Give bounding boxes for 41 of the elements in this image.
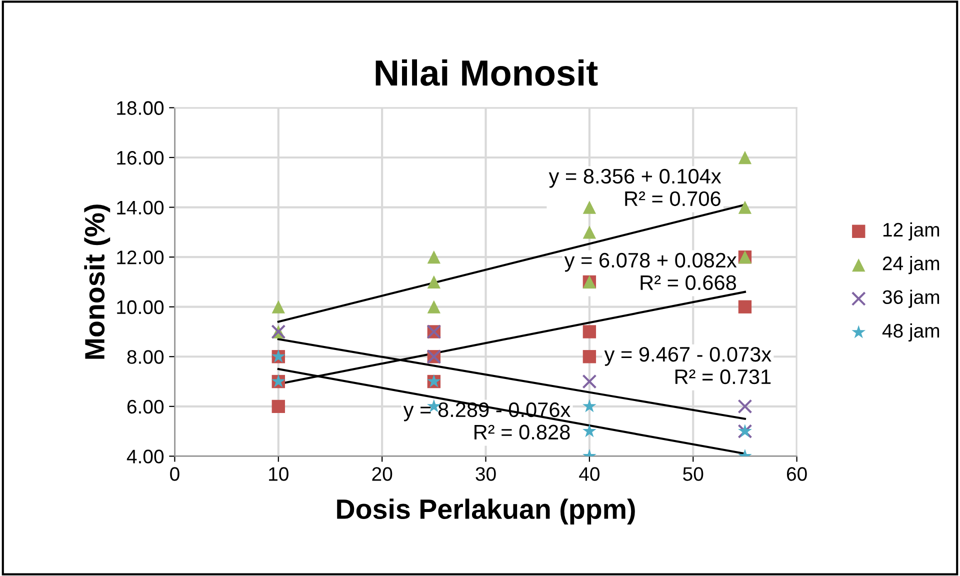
point (582, 424, 596, 438)
point (738, 150, 752, 164)
annotation: y = 9.467 - 0.073x R² = 0.731 (604, 346, 772, 384)
point (427, 275, 441, 289)
point (427, 250, 441, 264)
legend-label: 24 jam (882, 256, 940, 274)
x-axis-title: Dosis Perlakuan (ppm) (337, 498, 635, 525)
y-tick-label: 18.00 (117, 101, 164, 115)
y-tick-label: 6.00 (127, 400, 164, 414)
point (427, 300, 441, 314)
y-axis-title: Monosit (%) (84, 204, 110, 359)
legend-label: 36 jam (882, 290, 940, 308)
y-tick-label: 12.00 (117, 250, 164, 264)
annotation: y = 8.356 + 0.104x R² = 0.706 (548, 168, 722, 206)
point (582, 226, 596, 239)
x-tick-label: 0 (170, 467, 180, 481)
y-tick-label: 14.00 (117, 200, 164, 215)
legend-label: 12 jam (883, 222, 940, 240)
point (738, 300, 752, 314)
chart-title: Nilai Monosit (376, 59, 598, 86)
x-tick-label: 50 (683, 467, 704, 481)
y-tick-label: 4.00 (126, 450, 164, 464)
y-tick-label: 16.00 (117, 150, 164, 165)
x-tick-label: 60 (786, 467, 807, 481)
legend-label: 48 jam (882, 323, 940, 342)
point (582, 325, 596, 338)
point (272, 300, 285, 314)
x-tick-label: 30 (476, 467, 496, 481)
y-tick-label: 10.00 (117, 300, 164, 314)
x-tick-label: 20 (372, 467, 392, 481)
point (738, 399, 752, 414)
point (582, 200, 596, 214)
point (272, 400, 285, 413)
point (582, 374, 597, 389)
annotation: y = 6.078 + 0.082x R² = 0.668 (564, 252, 737, 290)
point (582, 350, 596, 364)
x-tick-label: 40 (579, 467, 600, 481)
point (582, 399, 596, 412)
x-tick-label: 10 (269, 467, 288, 481)
point (738, 200, 752, 214)
y-tick-label: 8.00 (127, 350, 164, 364)
